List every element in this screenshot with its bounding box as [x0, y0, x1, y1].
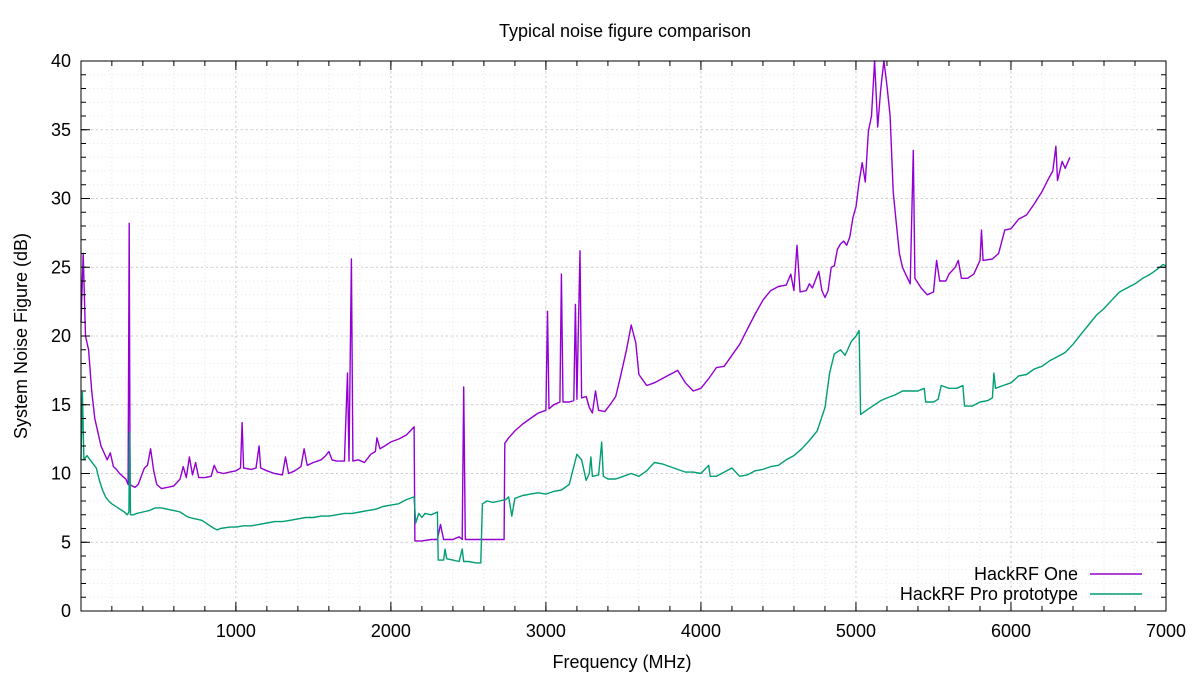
x-tick-label: 6000 — [991, 621, 1031, 641]
x-tick-label: 5000 — [836, 621, 876, 641]
y-tick-label: 0 — [61, 601, 71, 621]
chart-grid — [81, 61, 1166, 611]
chart-series — [80, 60, 1167, 564]
x-tick-label: 7000 — [1146, 621, 1186, 641]
series-line-hackrf-one — [80, 60, 1071, 542]
chart-ticks — [81, 60, 1167, 612]
y-tick-label: 35 — [51, 120, 71, 140]
y-axis-title: System Noise Figure (dB) — [11, 233, 31, 439]
y-tick-label: 25 — [51, 257, 71, 277]
x-axis-title: Frequency (MHz) — [552, 652, 691, 672]
x-tick-label: 3000 — [526, 621, 566, 641]
y-tick-label: 20 — [51, 326, 71, 346]
y-tick-label: 5 — [61, 532, 71, 552]
x-tick-label: 4000 — [681, 621, 721, 641]
x-tick-label: 1000 — [216, 621, 256, 641]
x-tick-label: 2000 — [371, 621, 411, 641]
y-tick-label: 10 — [51, 464, 71, 484]
chart-title: Typical noise figure comparison — [499, 21, 751, 41]
series-line-hackrf-pro-prototype — [80, 263, 1167, 564]
y-tick-label: 15 — [51, 395, 71, 415]
chart-tick-labels: 1000 2000 3000 4000 5000 6000 7000 0 5 10 15 20 25 30… — [51, 51, 1186, 641]
legend-label: HackRF One — [974, 564, 1078, 584]
y-tick-label: 40 — [51, 51, 71, 71]
plot-frame — [80, 60, 1167, 612]
y-tick-label: 30 — [51, 189, 71, 209]
legend-label: HackRF Pro prototype — [900, 584, 1078, 604]
